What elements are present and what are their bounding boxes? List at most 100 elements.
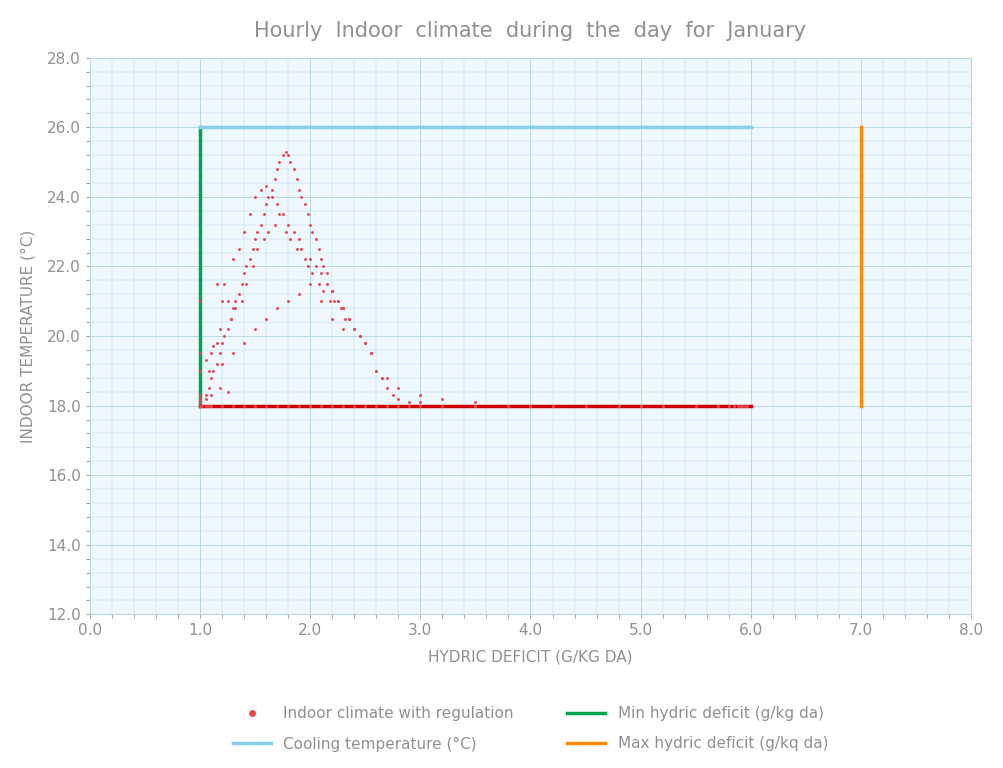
Point (499, 399, 516, 412)
Point (245, 243, 261, 255)
Point (214, 337, 230, 349)
Point (271, 156, 287, 168)
Point (333, 302, 349, 314)
Point (192, 295, 208, 307)
Point (247, 323, 263, 335)
Point (231, 243, 247, 255)
Point (725, 399, 741, 412)
Point (291, 233, 307, 245)
Point (357, 337, 373, 349)
Point (247, 190, 263, 203)
Point (291, 184, 307, 196)
Point (223, 313, 239, 325)
Point (720, 399, 736, 412)
Point (610, 399, 626, 412)
Point (198, 399, 214, 412)
Point (192, 347, 208, 359)
Point (289, 174, 305, 186)
Point (335, 323, 351, 335)
Point (329, 295, 345, 307)
Point (227, 302, 243, 314)
Point (335, 302, 351, 314)
Point (225, 399, 241, 412)
Point (285, 163, 301, 175)
Point (351, 330, 367, 343)
Point (296, 253, 312, 266)
Point (236, 267, 252, 280)
Point (236, 399, 252, 412)
Point (324, 313, 340, 325)
Point (687, 399, 703, 412)
Point (227, 295, 243, 307)
Point (198, 392, 214, 405)
Point (544, 399, 560, 412)
Point (322, 295, 338, 307)
Point (238, 260, 254, 273)
Legend: Indoor climate with regulation, Cooling temperature (°C), Min hydric deficit (g/: Indoor climate with regulation, Cooling … (233, 707, 827, 752)
Point (401, 399, 417, 412)
Point (192, 389, 208, 402)
Point (203, 372, 219, 384)
Point (253, 184, 269, 196)
Point (203, 399, 219, 412)
Point (313, 267, 329, 280)
Point (293, 190, 309, 203)
Point (654, 399, 670, 412)
Point (269, 197, 285, 210)
Point (264, 184, 280, 196)
Point (577, 399, 593, 412)
Point (278, 226, 294, 238)
Point (238, 278, 254, 290)
Point (731, 399, 747, 412)
Point (307, 260, 323, 273)
Point (258, 197, 274, 210)
Point (269, 399, 285, 412)
Point (324, 285, 340, 297)
Point (214, 399, 230, 412)
Point (610, 399, 626, 412)
Point (357, 399, 373, 412)
Point (260, 226, 276, 238)
Point (384, 389, 400, 402)
Point (296, 197, 312, 210)
Point (467, 396, 483, 409)
Point (280, 295, 296, 307)
Point (311, 278, 327, 290)
Point (216, 330, 232, 343)
Point (390, 399, 406, 412)
Point (340, 313, 356, 325)
Point (318, 278, 334, 290)
Point (269, 163, 285, 175)
Point (412, 396, 428, 409)
Point (209, 278, 225, 290)
Point (351, 330, 367, 343)
Point (733, 399, 749, 412)
Point (357, 399, 373, 412)
Point (318, 267, 334, 280)
Point (357, 337, 373, 349)
Point (346, 399, 362, 412)
Point (289, 243, 305, 255)
Point (291, 288, 307, 300)
Point (412, 399, 428, 412)
Point (709, 399, 725, 412)
Point (201, 399, 217, 412)
Point (220, 295, 236, 307)
Point (739, 399, 755, 412)
Point (390, 382, 406, 395)
Point (282, 156, 298, 168)
Point (225, 302, 241, 314)
Point (258, 399, 274, 412)
Point (731, 399, 747, 412)
Point (467, 399, 483, 412)
Point (687, 399, 703, 412)
Point (335, 399, 351, 412)
Point (302, 399, 318, 412)
Point (632, 399, 648, 412)
Point (302, 253, 318, 266)
Point (379, 382, 395, 395)
Point (362, 347, 378, 359)
Point (258, 313, 274, 325)
Point (632, 399, 648, 412)
Point (198, 389, 214, 402)
